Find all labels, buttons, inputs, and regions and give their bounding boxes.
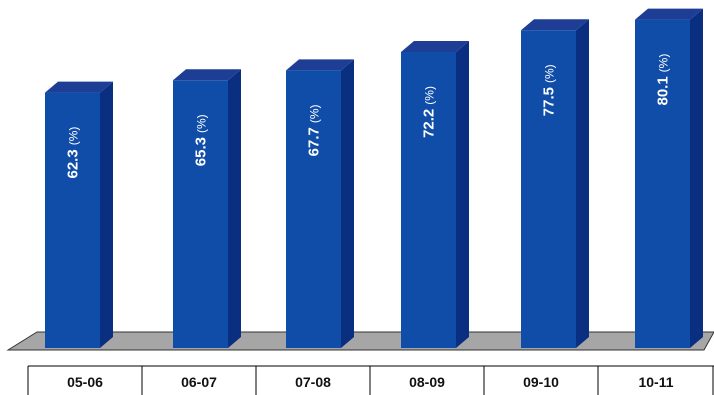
- bar-value-unit: (%): [657, 54, 671, 73]
- chart-floor-layer: [6, 331, 714, 351]
- bar-front: [173, 80, 228, 349]
- bar-front: [45, 92, 100, 348]
- x-tick-label: 08-09: [409, 374, 445, 390]
- bar-side: [576, 19, 589, 348]
- bar-value-label: 77.5 (%): [541, 64, 558, 116]
- bar: 62.3 (%): [45, 81, 113, 348]
- bar-side: [690, 8, 703, 349]
- bar-side: [100, 81, 113, 348]
- bar: 67.7 (%): [286, 59, 354, 349]
- bar-front: [401, 51, 456, 348]
- bar-value-unit: (%): [543, 64, 557, 83]
- x-tick-label: 10-11: [638, 374, 673, 390]
- bar-side: [228, 69, 241, 349]
- bar-value-label: 80.1 (%): [655, 54, 672, 106]
- bar-side: [341, 59, 354, 349]
- bar-top: [45, 81, 113, 93]
- bar-side: [456, 40, 469, 348]
- bar-top: [521, 19, 589, 31]
- bar-front: [286, 70, 341, 349]
- bar-value-unit: (%): [308, 104, 322, 123]
- bar-value-number: 65.3: [193, 137, 210, 166]
- x-tick-label: 07-08: [295, 374, 331, 390]
- bar: 72.2 (%): [401, 40, 469, 348]
- bar: 65.3 (%): [173, 69, 241, 349]
- bar-value-label: 62.3 (%): [65, 127, 82, 179]
- bar: 80.1 (%): [635, 8, 703, 349]
- x-tick-label: 06-07: [181, 374, 217, 390]
- bar-value-unit: (%): [67, 127, 81, 146]
- bar-value-unit: (%): [423, 86, 437, 105]
- bar-value-number: 62.3: [65, 149, 82, 178]
- bar-front: [521, 30, 576, 348]
- bars-layer: 62.3 (%) 65.3 (%) 67.7 (%) 72.2 (%) 77.5 (%) 80.1 (…: [45, 8, 703, 349]
- bar-value-number: 67.7: [306, 127, 323, 156]
- bar-top: [635, 8, 703, 20]
- bar-top: [173, 69, 241, 81]
- chart-floor: [6, 331, 714, 351]
- bar-top: [286, 59, 354, 71]
- bar: 77.5 (%): [521, 19, 589, 348]
- bar-value-label: 65.3 (%): [193, 114, 210, 166]
- bar-value-label: 67.7 (%): [306, 104, 323, 156]
- bar-front: [635, 19, 690, 349]
- bar-value-number: 80.1: [655, 76, 672, 105]
- x-tick-label: 05-06: [67, 374, 103, 390]
- x-axis: 05-06 06-07 07-08 08-09 09-10 10-11: [27, 365, 714, 395]
- bar-value-number: 72.2: [421, 109, 438, 138]
- x-tick-label: 09-10: [523, 374, 559, 390]
- bar-top: [401, 40, 469, 52]
- bar-value-unit: (%): [195, 114, 209, 133]
- bar-value-number: 77.5: [541, 87, 558, 116]
- bar-value-label: 72.2 (%): [421, 86, 438, 138]
